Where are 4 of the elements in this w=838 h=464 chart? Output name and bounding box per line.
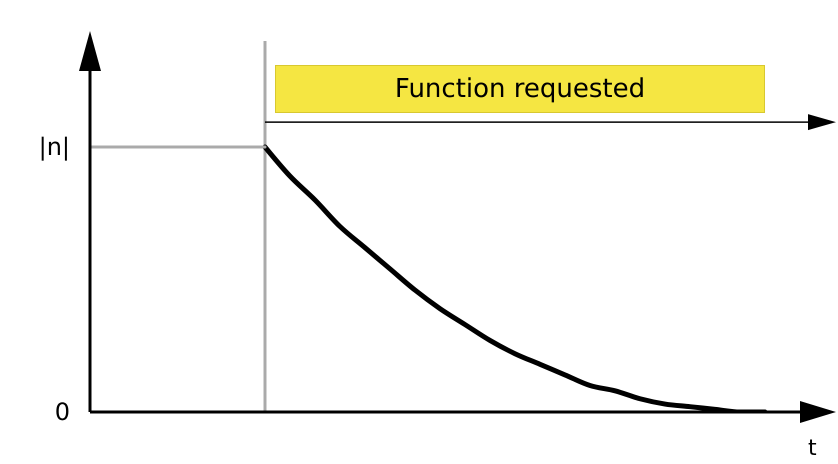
text: Function requested [275, 65, 765, 113]
text: |n| [38, 132, 70, 162]
x-axis-title: t [808, 436, 817, 461]
text: 0 [54, 397, 70, 427]
